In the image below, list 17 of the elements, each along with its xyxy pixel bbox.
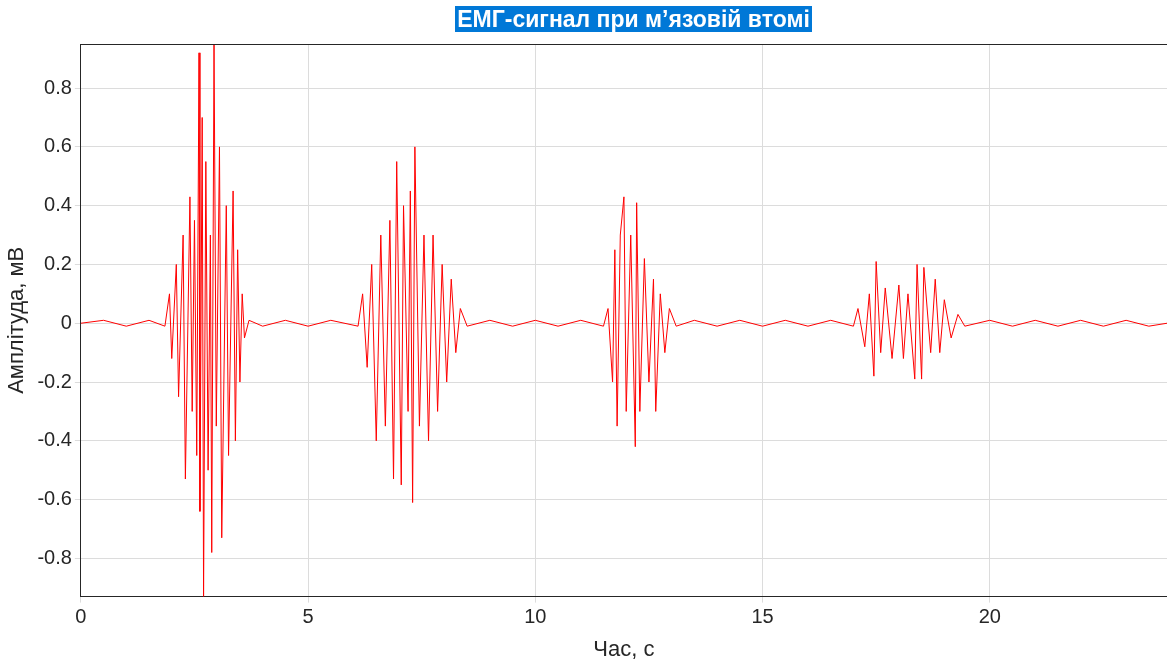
y-axis-title: Амплітуда, мВ [3,246,29,394]
y-tick-label: -0.8 [37,545,72,568]
y-tick-label: 0.6 [44,134,72,157]
x-tick-label: 5 [302,605,314,628]
x-tick-label: 15 [751,605,774,628]
y-tick-label: 0.8 [44,75,72,98]
y-tick-label: 0.4 [44,193,72,216]
x-tick-label: 10 [524,605,547,628]
y-tick-label: 0.2 [44,251,72,274]
y-tick-label: 0 [60,310,72,333]
chart-title: ЕМГ-сигнал при м’язовій втомі [455,6,812,32]
x-tick-label: 0 [75,605,87,628]
y-tick-label: -0.2 [37,369,72,392]
x-axis-title: Час, с [593,635,655,661]
y-tick-label: -0.6 [37,487,72,510]
y-tick-label: -0.4 [37,428,72,451]
x-tick-label: 20 [978,605,1001,628]
